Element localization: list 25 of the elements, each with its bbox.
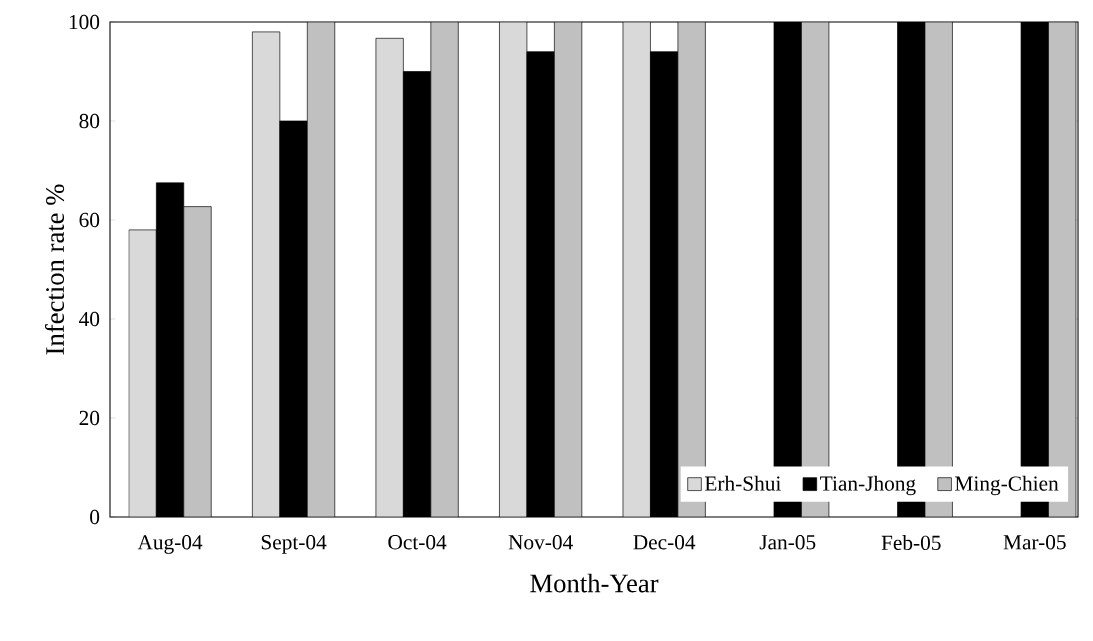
bar — [430, 21, 459, 517]
y-tick-label: 0 — [90, 509, 100, 525]
x-axis-title: Month-Year — [530, 573, 659, 593]
bar — [306, 21, 336, 517]
x-tick-label: Sept-04 — [261, 535, 327, 554]
y-tick-label: 80 — [79, 113, 100, 129]
legend-label: Tian-Jhong — [820, 475, 916, 496]
x-tick-label: Aug-04 — [137, 535, 203, 554]
y-tick-label: 40 — [79, 311, 100, 327]
y-axis-title: Infection rate % — [45, 184, 65, 355]
y-tick-label: 20 — [79, 410, 100, 426]
x-tick-label: Nov-04 — [508, 535, 573, 550]
bar — [677, 21, 706, 517]
x-tick-label: Dec-04 — [633, 535, 696, 550]
bar — [924, 21, 953, 517]
bar — [554, 21, 583, 517]
y-tick-label: 100 — [69, 14, 100, 30]
legend-label: Erh-Shui — [704, 475, 781, 491]
y-tick-label: 60 — [79, 212, 100, 228]
legend-label: Ming-Chien — [955, 475, 1059, 496]
x-tick-label: Mar-05 — [1003, 535, 1066, 550]
x-tick-label: Oct-04 — [388, 535, 447, 550]
x-tick-label: Feb-05 — [881, 535, 941, 551]
bar — [183, 206, 212, 517]
x-tick-label: Jan-05 — [759, 535, 816, 550]
